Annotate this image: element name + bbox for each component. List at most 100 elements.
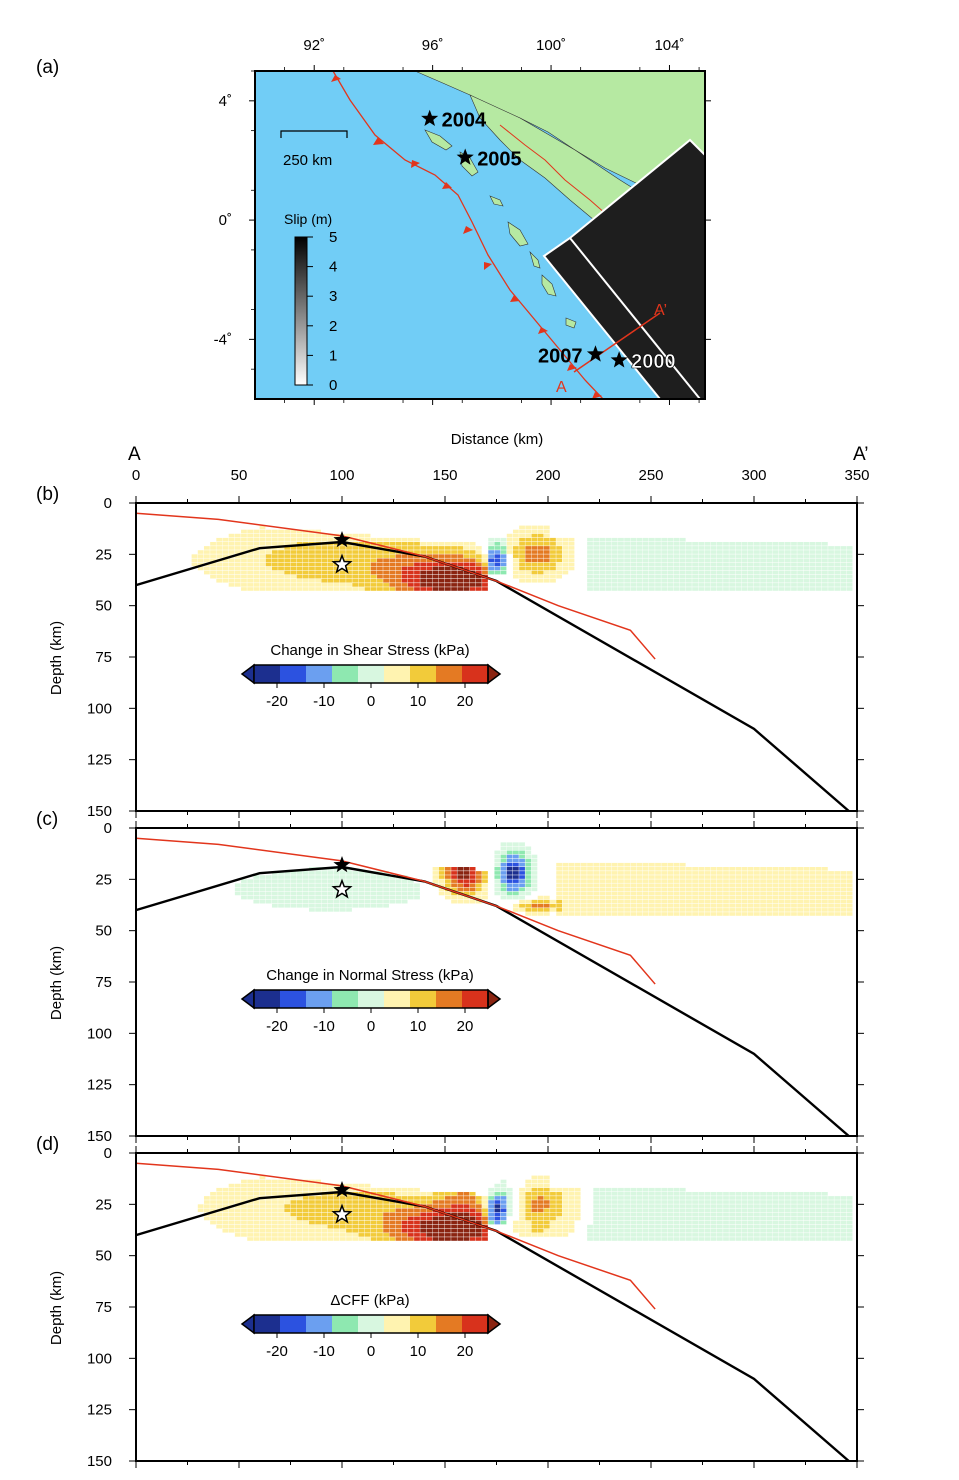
stress-cell — [253, 550, 260, 554]
stress-cell — [389, 1233, 396, 1237]
stress-cell — [828, 558, 834, 563]
stress-cell — [543, 1212, 550, 1217]
stress-cell — [692, 1220, 698, 1225]
stress-cell — [778, 867, 785, 871]
stress-cell — [784, 554, 791, 558]
stress-cell — [766, 883, 773, 888]
stress-cell — [451, 570, 457, 575]
stress-cell — [710, 1204, 717, 1208]
stress-cell — [550, 1204, 556, 1208]
stress-cell — [241, 554, 247, 558]
stress-cell — [791, 574, 797, 579]
stress-cell — [494, 546, 501, 550]
stress-cell — [531, 854, 538, 859]
stress-cell — [395, 554, 402, 558]
stress-cell — [445, 583, 451, 587]
stress-cell — [271, 895, 278, 900]
stress-cell — [333, 550, 340, 554]
stress-cell — [648, 562, 655, 567]
stress-cell — [568, 1208, 575, 1213]
stress-cell — [710, 1228, 717, 1233]
stress-cell — [741, 1220, 748, 1225]
stress-cell — [346, 1233, 352, 1237]
stress-cell — [667, 554, 674, 558]
stress-cell — [383, 570, 389, 575]
stress-cell — [846, 899, 853, 904]
stress-cell — [315, 1220, 321, 1225]
stress-cell — [630, 875, 637, 879]
stress-cell — [271, 583, 278, 587]
stress-cell — [642, 546, 649, 550]
stress-cell — [704, 912, 711, 916]
depth-tick-label: 150 — [87, 1128, 112, 1145]
stress-cell — [766, 562, 773, 567]
stress-cell — [550, 1220, 556, 1225]
stress-cell — [599, 879, 606, 883]
stress-cell — [815, 875, 822, 879]
stress-cell — [309, 546, 315, 550]
stress-cell — [284, 1233, 291, 1237]
stress-cell — [846, 1237, 853, 1241]
stress-cell — [556, 1208, 563, 1213]
stress-cell — [587, 1224, 593, 1229]
stress-cell — [716, 867, 723, 871]
colorbar-swatch — [462, 990, 489, 1008]
stress-cell — [754, 1196, 760, 1200]
stress-cell — [772, 1228, 779, 1233]
stress-cell — [667, 550, 674, 554]
stress-cell — [828, 583, 834, 587]
stress-cell — [673, 574, 680, 579]
stress-cell — [710, 587, 717, 591]
stress-cell — [506, 854, 513, 859]
stress-cell — [358, 583, 365, 587]
stress-cell — [679, 566, 686, 571]
stress-cell — [618, 578, 624, 583]
stress-cell — [741, 912, 748, 916]
stress-cell — [735, 583, 742, 587]
stress-cell — [704, 1224, 711, 1229]
stress-cell — [723, 899, 729, 904]
stress-cell — [648, 570, 655, 575]
stress-cell — [407, 562, 414, 567]
stress-cell — [791, 1204, 797, 1208]
stress-cell — [383, 1228, 389, 1233]
stress-cell — [673, 899, 680, 904]
stress-cell — [531, 1220, 538, 1225]
stress-cell — [259, 1200, 266, 1204]
stress-cell — [729, 903, 736, 908]
stress-cell — [228, 1187, 235, 1192]
stress-cell — [414, 891, 420, 896]
stress-cell — [358, 587, 365, 591]
stress-cell — [791, 566, 797, 571]
stress-cell — [420, 566, 427, 571]
stress-cell — [512, 546, 519, 550]
stress-cell — [241, 558, 247, 563]
stress-cell — [611, 867, 618, 871]
stress-cell — [290, 574, 297, 579]
stress-cell — [648, 566, 655, 571]
stress-cell — [531, 562, 538, 567]
stress-cell — [401, 887, 408, 892]
stress-cell — [482, 1212, 488, 1217]
stress-cell — [241, 1187, 247, 1192]
stress-cell — [327, 570, 334, 575]
stress-cell — [315, 883, 321, 888]
stress-cell — [729, 550, 736, 554]
stress-cell — [568, 1192, 575, 1196]
stress-cell — [605, 1196, 612, 1200]
stress-cell — [290, 1220, 297, 1225]
stress-cell — [611, 570, 618, 575]
stress-cell — [506, 871, 513, 875]
stress-cell — [636, 587, 643, 591]
stress-cell — [704, 574, 711, 579]
stress-cell — [636, 1187, 643, 1192]
stress-cell — [531, 533, 538, 538]
stress-cell — [234, 891, 241, 896]
stress-cell — [321, 899, 328, 904]
stress-cell — [803, 574, 810, 579]
distance-tick-label: 300 — [741, 467, 766, 484]
stress-cell — [698, 912, 705, 916]
stress-cell — [346, 1237, 352, 1241]
stress-cell — [667, 1237, 674, 1241]
stress-cell — [599, 908, 606, 912]
